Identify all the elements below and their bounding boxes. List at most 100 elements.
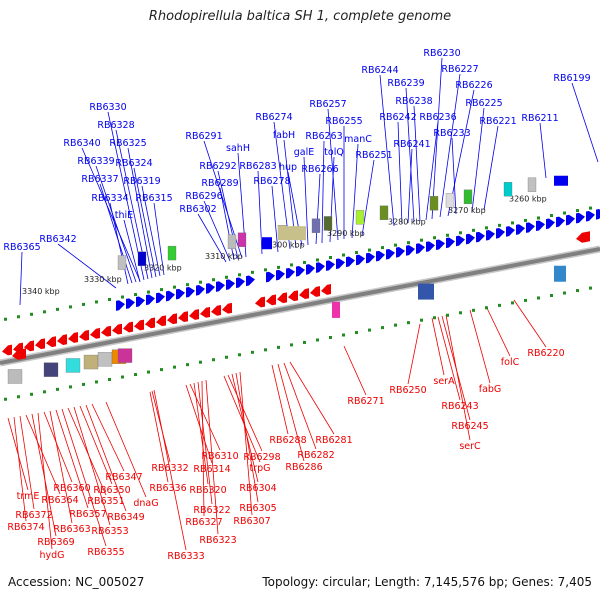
reverse-gene-label-leader	[469, 309, 491, 384]
reverse-gene-label-leader	[223, 375, 261, 463]
scale-dot	[394, 323, 397, 327]
forward-gene-arrow	[426, 241, 435, 252]
reverse-gene-label: RB6322	[193, 505, 230, 516]
scale-dot	[550, 214, 553, 217]
scale-dot	[121, 375, 124, 379]
forward-gene-label: RB6233	[433, 128, 470, 139]
reverse-gene-label: RB6323	[199, 535, 236, 546]
reverse-gene-label: RB6220	[527, 348, 564, 359]
scale-dot	[17, 315, 20, 319]
scale-dot	[485, 226, 488, 230]
forward-gene-label: sahH	[226, 143, 250, 154]
forward-gene-label: RB6302	[179, 204, 216, 215]
reverse-gene-label-leader	[513, 299, 547, 348]
feature-box	[278, 226, 306, 241]
scale-dot	[472, 308, 475, 312]
forward-gene-label: RB6211	[521, 113, 558, 124]
forward-gene-arrow	[156, 292, 165, 304]
reverse-gene-label: RB6351	[87, 496, 124, 507]
scale-dot	[420, 238, 423, 242]
reverse-gene-label: RB6282	[297, 450, 334, 461]
scale-dot	[303, 340, 306, 344]
reverse-gene-label: RB6307	[233, 516, 270, 527]
scale-dot	[498, 303, 501, 307]
scale-dot	[576, 289, 579, 293]
reverse-gene-label-leader	[197, 381, 213, 505]
scale-dot	[420, 318, 423, 322]
scale-dot	[407, 241, 410, 245]
scale-label: 3280 kbp	[388, 217, 426, 226]
forward-gene-label-leader	[123, 219, 141, 283]
reverse-gene-label: serA	[433, 376, 455, 387]
reverse-gene-arrow	[24, 340, 34, 352]
feature-box	[463, 189, 473, 204]
reverse-gene-arrow	[299, 288, 309, 299]
forward-gene-arrow	[546, 218, 555, 230]
forward-gene-label: manC	[344, 134, 372, 145]
reverse-gene-arrow	[46, 336, 56, 348]
forward-gene-arrow	[596, 209, 600, 220]
reverse-gene-label: RB6355	[87, 547, 124, 558]
forward-gene-label-leader	[197, 213, 227, 263]
reverse-gene-arrow	[211, 304, 221, 316]
forward-gene-label-leader	[203, 200, 231, 262]
scale-dot	[563, 211, 566, 215]
reverse-gene-arrow	[101, 325, 111, 337]
reverse-gene-arrow	[167, 313, 177, 325]
forward-gene-label-leader	[483, 125, 499, 211]
scale-dot	[355, 251, 358, 255]
feature-box	[97, 352, 113, 367]
forward-gene-arrow	[416, 243, 425, 254]
forward-gene-label: RB6330	[89, 102, 126, 113]
scale-dot	[43, 310, 46, 314]
reverse-gene-label-leader	[289, 361, 335, 435]
forward-gene-label-leader	[351, 143, 359, 239]
scale-dot	[173, 285, 176, 289]
forward-gene-label: RB6296	[185, 191, 222, 202]
scale-dot	[316, 258, 319, 262]
scale-dot	[173, 365, 176, 369]
reverse-gene-label: RB6305	[239, 503, 276, 514]
accession-text: Accession: NC_005027	[8, 575, 145, 589]
scale-dot	[511, 301, 514, 305]
forward-gene-arrow	[506, 226, 515, 237]
scale-dot	[212, 358, 215, 362]
reverse-gene-label-leader	[227, 374, 263, 452]
scale-dot	[160, 368, 163, 372]
forward-gene-arrow	[466, 233, 475, 245]
feature-box	[137, 251, 147, 266]
feature-box	[311, 218, 321, 233]
reverse-gene-label: RB6360	[53, 483, 90, 494]
forward-gene-arrow	[346, 256, 355, 268]
forward-gene-arrow	[516, 224, 525, 235]
reverse-gene-label-leader	[43, 411, 73, 483]
reverse-gene-label-leader	[189, 383, 221, 451]
forward-gene-label: fabH	[273, 130, 295, 141]
forward-gene-arrow	[146, 294, 155, 306]
scale-dot	[160, 288, 163, 292]
forward-gene-label: RB6274	[255, 112, 292, 123]
scale-dot	[238, 353, 241, 357]
forward-gene-label: RB6244	[361, 65, 398, 76]
scale-dot	[290, 343, 293, 347]
scale-dot	[277, 265, 280, 269]
scale-dot	[147, 290, 150, 294]
reverse-gene-label-leader	[153, 389, 187, 551]
reverse-gene-label-leader	[431, 317, 445, 376]
feature-box	[117, 255, 127, 270]
feature-box	[445, 193, 455, 208]
reverse-gene-label-leader	[25, 414, 61, 495]
reverse-gene-label-leader	[235, 372, 259, 503]
forward-gene-arrow	[246, 275, 255, 287]
scale-dot	[264, 268, 267, 272]
forward-gene-label-leader	[405, 87, 415, 223]
forward-gene-arrow	[366, 252, 375, 264]
reverse-gene-label: RB6243	[441, 401, 478, 412]
reverse-gene-label-leader	[67, 407, 107, 496]
forward-gene-arrow	[116, 300, 125, 311]
reverse-gene-label-leader	[283, 362, 317, 450]
forward-gene-label-leader	[379, 74, 395, 227]
reverse-gene-label: RB6336	[149, 483, 186, 494]
forward-gene-label-leader	[303, 156, 309, 246]
forward-gene-label-leader	[539, 122, 547, 179]
